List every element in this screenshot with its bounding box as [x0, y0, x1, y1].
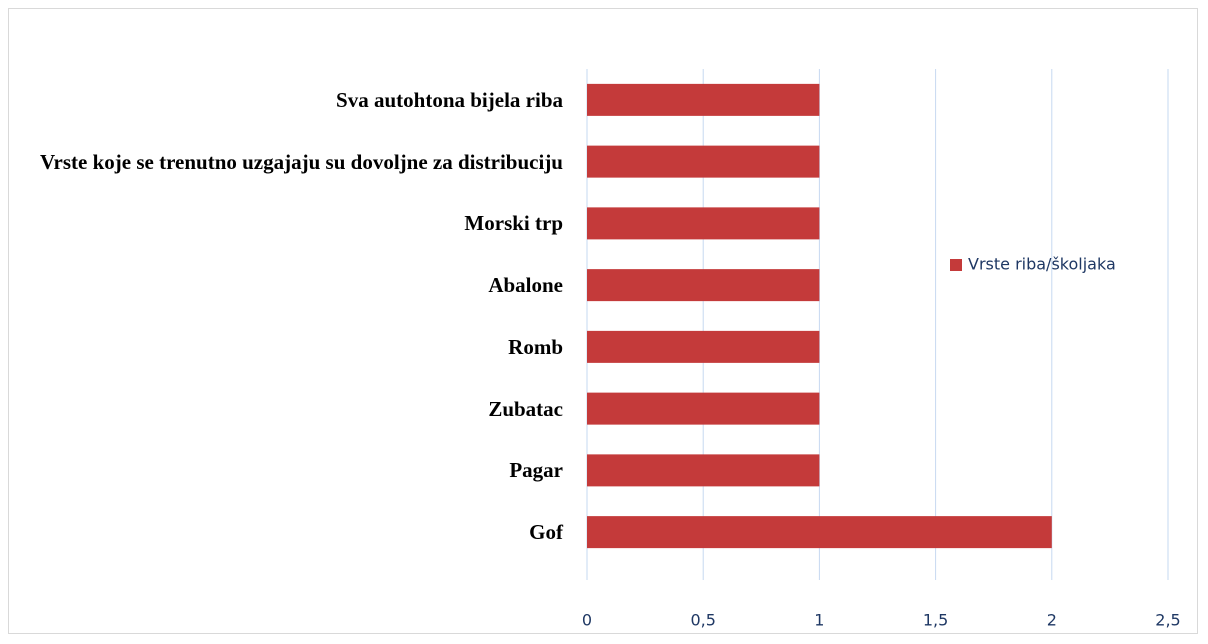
- y-tick-label: Abalone: [23, 245, 563, 325]
- category-text: Abalone: [488, 273, 563, 298]
- category-text: Gof: [529, 520, 563, 545]
- x-tick-label: 0: [582, 611, 592, 630]
- y-tick-label: Vrste koje se trenutno uzgajaju su dovol…: [23, 122, 563, 202]
- x-tick-label: 1,5: [923, 611, 948, 630]
- y-tick-label: Zubatac: [23, 369, 563, 449]
- bar: [587, 269, 820, 302]
- category-text: Morski trp: [464, 211, 563, 236]
- bar: [587, 145, 820, 178]
- bar: [587, 207, 820, 240]
- x-tick-label: 1: [814, 611, 824, 630]
- legend-swatch: [950, 259, 962, 271]
- legend-label: Vrste riba/školjaka: [968, 255, 1116, 274]
- bar: [587, 516, 1052, 549]
- category-text: Vrste koje se trenutno uzgajaju su dovol…: [39, 149, 563, 174]
- x-tick-label: 0,5: [690, 611, 715, 630]
- x-tick-label: 2,5: [1155, 611, 1180, 630]
- bar: [587, 83, 820, 116]
- y-tick-label: Romb: [23, 307, 563, 387]
- bar: [587, 330, 820, 363]
- category-text: Sva autohtona bijela riba: [336, 87, 563, 112]
- category-text: Romb: [508, 334, 563, 359]
- category-text: Pagar: [509, 458, 563, 483]
- chart-frame: [8, 8, 1198, 634]
- bar: [587, 454, 820, 487]
- bar: [587, 392, 820, 425]
- category-text: Zubatac: [488, 396, 563, 421]
- x-tick-label: 2: [1047, 611, 1057, 630]
- y-tick-label: Morski trp: [23, 183, 563, 263]
- y-tick-label: Sva autohtona bijela riba: [23, 60, 563, 140]
- y-tick-label: Gof: [23, 492, 563, 572]
- y-tick-label: Pagar: [23, 430, 563, 510]
